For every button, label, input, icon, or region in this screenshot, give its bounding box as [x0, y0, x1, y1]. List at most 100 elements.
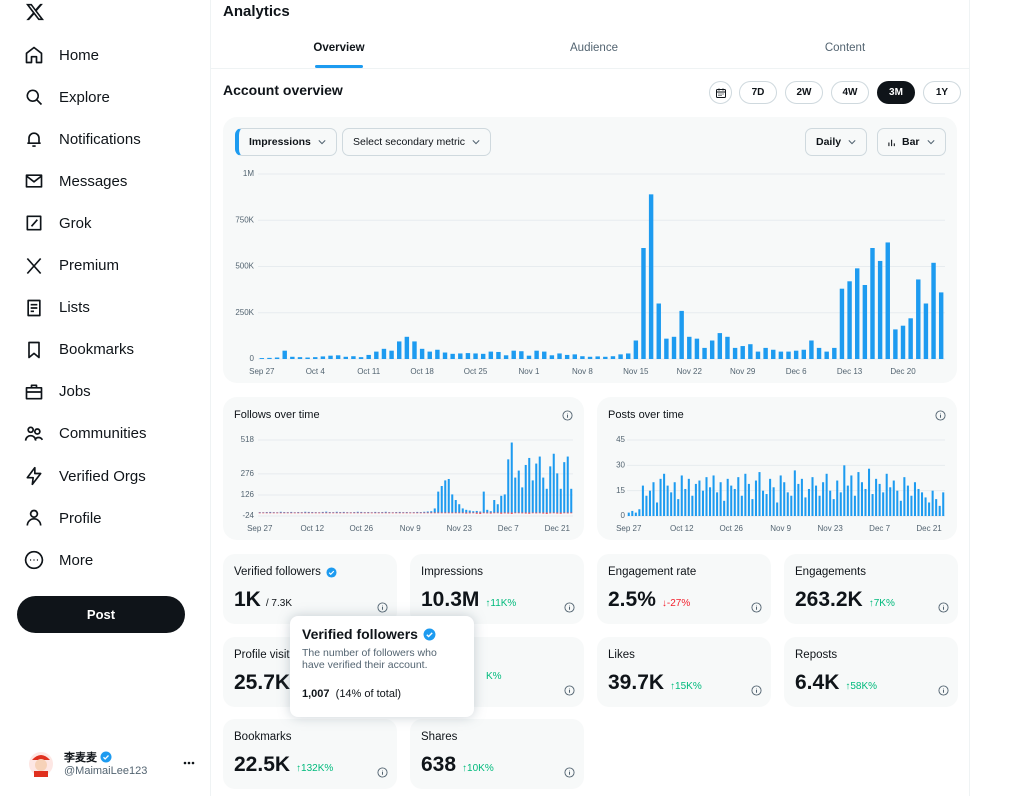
nav-item[interactable]: Bookmarks: [24, 337, 134, 363]
nav-item[interactable]: Messages: [24, 168, 127, 194]
card-label-row: Bookmarks: [234, 731, 292, 743]
bar: [882, 492, 885, 516]
card-label-row: Shares: [421, 731, 457, 743]
bar: [440, 512, 443, 514]
y-tick-label: 1M: [243, 169, 254, 178]
bar: [595, 356, 600, 359]
nav-icon: [27, 299, 41, 316]
info-icon[interactable]: [935, 410, 946, 421]
range-button[interactable]: 1Y: [923, 81, 961, 104]
nav-icon: [24, 551, 44, 570]
info-icon[interactable]: [751, 602, 762, 613]
chart-style-dropdown[interactable]: Bar: [877, 128, 946, 156]
metric-card[interactable]: Likes 39.7K ↑15K%: [597, 637, 771, 707]
info-icon[interactable]: [377, 767, 388, 778]
nav-item[interactable]: Profile: [24, 505, 102, 531]
metric-card[interactable]: Engagements 263.2K ↑7K%: [784, 554, 958, 624]
nav-item[interactable]: Lists: [24, 295, 90, 321]
interval-dropdown[interactable]: Daily: [805, 128, 868, 156]
range-button[interactable]: 2W: [785, 81, 823, 104]
x-tick-label: Nov 29: [730, 367, 756, 376]
x-logo[interactable]: [25, 2, 45, 22]
bar: [318, 512, 321, 514]
bar: [545, 512, 548, 514]
bar: [465, 512, 468, 514]
card-label: Verified followers: [234, 566, 321, 578]
info-icon[interactable]: [938, 685, 949, 696]
card-label-row: Likes: [608, 649, 635, 661]
nav-item[interactable]: Home: [24, 42, 99, 68]
card-change: ↑15K%: [670, 681, 702, 692]
bar: [430, 512, 433, 514]
info-icon[interactable]: [751, 685, 762, 696]
bar: [500, 512, 503, 514]
tab[interactable]: Audience: [570, 42, 618, 54]
bar: [763, 347, 768, 359]
bar: [496, 504, 499, 513]
more-dots[interactable]: [183, 760, 195, 766]
x-tick-label: Nov 15: [623, 367, 649, 376]
info-icon[interactable]: [564, 685, 575, 696]
bar: [903, 477, 906, 516]
bar: [538, 456, 541, 513]
range-button[interactable]: 4W: [831, 81, 869, 104]
info-icon[interactable]: [938, 602, 949, 613]
bar: [377, 512, 380, 513]
badge-circle: [326, 566, 337, 578]
bar: [740, 346, 745, 359]
bar: [416, 512, 419, 514]
bar: [440, 485, 443, 513]
calendar-button[interactable]: [709, 81, 732, 104]
bar: [349, 512, 352, 514]
nav-item[interactable]: Explore: [24, 84, 110, 110]
tab-divider: [211, 68, 969, 69]
bar: [290, 511, 293, 513]
info-icon[interactable]: [564, 767, 575, 778]
bar: [524, 464, 527, 513]
bar: [864, 488, 867, 516]
metric-card[interactable]: Bookmarks 22.5K ↑132K%: [223, 719, 397, 789]
range-button[interactable]: 3M: [877, 81, 915, 104]
bar: [461, 512, 464, 514]
metric-card[interactable]: Verified followers 1K / 7.3K: [223, 554, 397, 624]
nav-item[interactable]: Grok: [24, 210, 92, 236]
nav-label: Communities: [59, 425, 147, 443]
bar: [717, 333, 723, 359]
secondary-metric-dropdown[interactable]: Select secondary metric: [342, 128, 492, 156]
tab[interactable]: Overview: [313, 42, 365, 54]
nav-item[interactable]: Communities: [24, 421, 147, 447]
nav-item[interactable]: Jobs: [24, 379, 91, 405]
metric-card[interactable]: Reposts 6.4K ↑58K%: [784, 637, 958, 707]
bar: [825, 473, 828, 516]
nav-item[interactable]: Verified Orgs: [24, 463, 146, 489]
post-button[interactable]: Post: [17, 596, 185, 633]
bar: [801, 349, 806, 359]
nav-item[interactable]: Notifications: [24, 126, 141, 152]
metric-card[interactable]: Impressions 10.3M ↑11K%: [410, 554, 584, 624]
info-circle: [377, 602, 388, 613]
info-icon[interactable]: [562, 410, 573, 421]
info-icon[interactable]: [564, 602, 575, 613]
bar: [847, 281, 852, 359]
metric-card[interactable]: Shares 638 ↑10K%: [410, 719, 584, 789]
nav-item[interactable]: More: [24, 547, 93, 573]
primary-metric-dropdown[interactable]: Impressions: [235, 128, 337, 156]
posts-panel: Posts over time 0 15 30 45 Sep 27 Oct 12 Oct 2…: [597, 397, 957, 540]
bar: [262, 512, 265, 514]
nav-item[interactable]: Premium: [24, 253, 119, 279]
range-button[interactable]: 7D: [739, 81, 777, 104]
bar: [493, 500, 496, 513]
bar: [423, 512, 426, 514]
bar: [328, 355, 333, 359]
bar: [311, 512, 314, 514]
info-icon[interactable]: [377, 602, 388, 613]
card-total: / 7.3K: [265, 598, 292, 609]
bar: [269, 511, 272, 513]
tab[interactable]: Content: [824, 42, 866, 54]
bar: [779, 475, 782, 516]
tooltip-title: Verified followers: [302, 626, 418, 642]
bar: [860, 482, 863, 516]
metric-card[interactable]: Engagement rate 2.5% ↓-27%: [597, 554, 771, 624]
bar: [398, 511, 401, 513]
avatar[interactable]: [28, 750, 54, 778]
